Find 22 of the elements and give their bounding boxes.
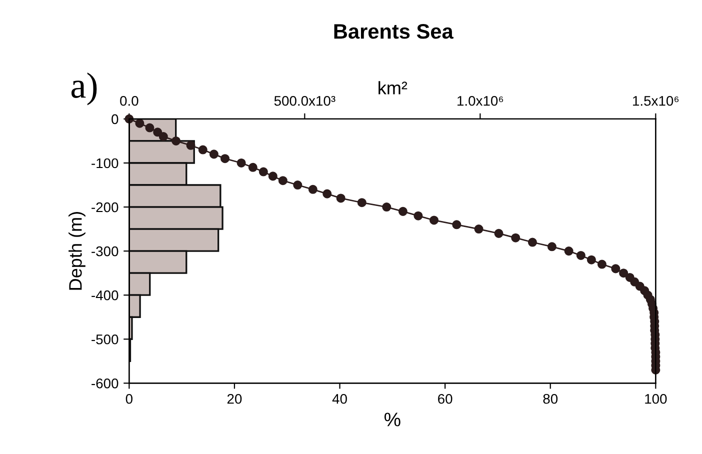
y-tick-label: -300	[92, 246, 118, 256]
x-tick-label: 0	[126, 394, 132, 404]
y-tick-label: 0	[112, 114, 118, 124]
x2-tick-label: 0.0	[120, 96, 138, 106]
x2-axis-title: km²	[378, 81, 408, 94]
y-tick-label: -100	[92, 158, 118, 168]
y-tick-label: -400	[92, 290, 118, 300]
x-tick-label: 100	[645, 394, 667, 404]
x-tick-label: 40	[332, 394, 347, 404]
x2-tick-label: 1.0x10⁶	[458, 96, 504, 106]
x-axis-title: %	[384, 412, 400, 426]
x-tick-label: 60	[438, 394, 452, 404]
chart-title: Barents Sea	[334, 24, 454, 39]
text: a)	[71, 72, 97, 106]
y-tick-label: -500	[92, 334, 118, 344]
x-tick-label: 80	[543, 394, 558, 404]
y-tick-label: -600	[92, 378, 118, 388]
x2-tick-label: 1.5x10⁶	[633, 96, 679, 106]
x2-tick-label: 500.0x10³	[274, 96, 336, 106]
x-tick-label: 20	[227, 394, 242, 404]
y-axis-title: Depth (m)	[68, 212, 86, 290]
y-tick-label: -200	[92, 202, 118, 212]
